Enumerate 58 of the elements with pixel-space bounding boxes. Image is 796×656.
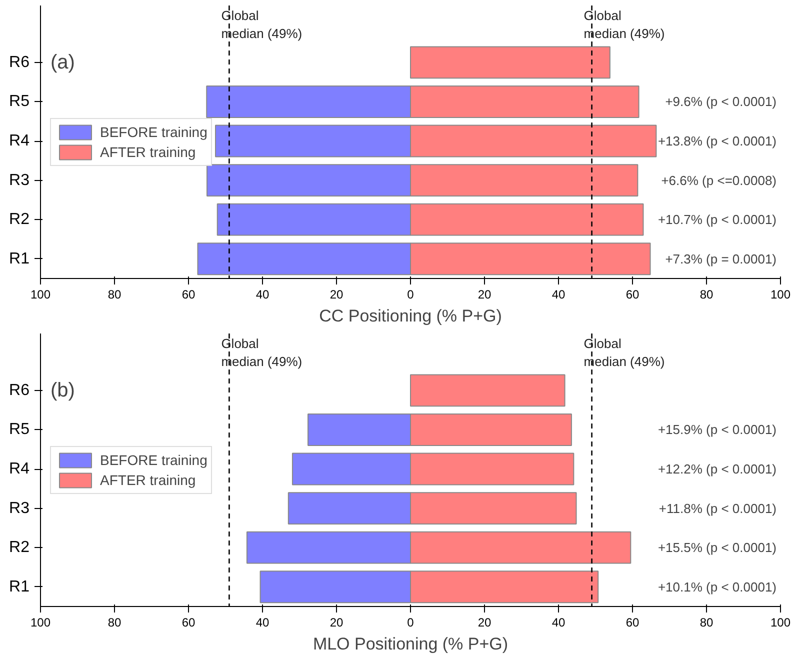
annotation: (a) <box>50 51 75 74</box>
annotation: +15.5% (p < 0.0001) <box>658 540 776 556</box>
y-tick-label: R3 <box>9 172 30 189</box>
y-tick-label: R5 <box>9 421 30 438</box>
bar <box>410 46 610 79</box>
x-axis-title: MLO Positioning (% P+G) <box>312 634 508 654</box>
ref-line-label: Global median (49%) <box>584 8 665 41</box>
x-tick-label: 100 <box>770 288 791 302</box>
ref-line-label: Global median (49%) <box>584 336 665 369</box>
x-tick-label: 0 <box>407 616 414 630</box>
y-tick-label: R6 <box>9 54 30 71</box>
y-tick-label: R1 <box>9 250 30 268</box>
annotation: +12.2% (p < 0.0001) <box>658 462 776 477</box>
x-tick-label: 60 <box>626 288 640 302</box>
legend-label: BEFORE training <box>100 124 208 140</box>
legend-label: AFTER training <box>100 472 196 488</box>
annotation: +11.8% (p < 0.0001) <box>658 500 777 516</box>
x-tick-label: 100 <box>770 616 791 630</box>
annotation: (b) <box>50 379 75 402</box>
x-tick-label: 80 <box>108 288 122 302</box>
annotation: +10.7% (p < 0.0001) <box>658 212 776 228</box>
y-tick-label: R5 <box>9 93 30 110</box>
legend-label: AFTER training <box>100 144 196 160</box>
annotation: +7.3% (p = 0.0001) <box>665 251 777 266</box>
x-tick-label: 80 <box>108 616 122 630</box>
annotation: +10.1% (p < 0.0001) <box>658 579 776 594</box>
x-tick-label: 40 <box>256 288 270 302</box>
bar <box>410 374 566 407</box>
x-axis-title: CC Positioning (% P+G) <box>319 306 502 326</box>
x-tick-label: 60 <box>182 616 196 630</box>
x-tick-label: 0 <box>407 288 414 302</box>
x-tick-label: 40 <box>552 288 566 302</box>
x-tick-label: 40 <box>552 616 566 630</box>
x-tick-label: 40 <box>256 616 270 630</box>
annotation: +9.6% (p < 0.0001) <box>665 94 777 110</box>
x-tick-label: 60 <box>626 616 640 630</box>
x-tick-label: 100 <box>30 288 51 302</box>
x-tick-label: 20 <box>478 288 492 302</box>
annotation: +13.8% (p < 0.0001) <box>658 134 776 149</box>
y-tick-label: R1 <box>9 578 30 596</box>
ref-line-label: Global median (49%) <box>221 8 302 41</box>
x-tick-label: 20 <box>478 616 492 630</box>
annotation: +15.9% (p < 0.0001) <box>658 422 776 438</box>
annotation: +6.6% (p <=0.0008) <box>661 172 776 188</box>
x-tick-label: 80 <box>700 616 714 630</box>
y-tick-label: R4 <box>9 460 30 478</box>
y-tick-label: R3 <box>9 500 30 517</box>
x-tick-label: 20 <box>330 616 344 630</box>
ref-line-label: Global median (49%) <box>221 336 302 369</box>
y-tick-label: R6 <box>9 382 30 399</box>
y-tick-label: R4 <box>9 132 30 150</box>
x-tick-label: 80 <box>700 288 714 302</box>
legend-label: BEFORE training <box>100 452 208 468</box>
x-tick-label: 100 <box>30 616 51 630</box>
y-tick-label: R2 <box>9 211 30 228</box>
x-tick-label: 20 <box>330 288 344 302</box>
x-tick-label: 60 <box>182 288 196 302</box>
y-tick-label: R2 <box>9 539 30 556</box>
